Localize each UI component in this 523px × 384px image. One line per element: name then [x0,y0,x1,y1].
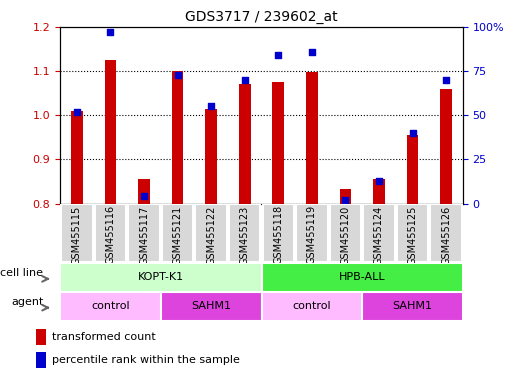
FancyBboxPatch shape [363,204,395,262]
Point [73,109,81,115]
Text: cell line: cell line [1,268,43,278]
Text: agent: agent [11,297,43,307]
Text: GSM455119: GSM455119 [307,205,317,265]
Point [408,130,417,136]
FancyBboxPatch shape [296,204,327,262]
Text: GSM455116: GSM455116 [106,205,116,265]
Text: GSM455121: GSM455121 [173,205,183,265]
Text: GSM455120: GSM455120 [340,205,350,265]
FancyBboxPatch shape [128,204,160,262]
Point [241,77,249,83]
Text: GSM455124: GSM455124 [374,205,384,265]
Bar [407,135,418,204]
Bar [239,84,251,204]
Text: percentile rank within the sample: percentile rank within the sample [52,356,240,366]
Text: GSM455123: GSM455123 [240,205,249,265]
Bar [373,179,385,204]
Bar [71,111,83,204]
Text: SAHM1: SAHM1 [191,301,231,311]
FancyBboxPatch shape [397,204,428,262]
Text: HPB-ALL: HPB-ALL [339,272,385,283]
Bar [36,329,46,345]
FancyBboxPatch shape [263,204,294,262]
Bar [138,179,150,204]
Bar [36,352,46,368]
Point [442,77,450,83]
Text: transformed count: transformed count [52,333,156,343]
Bar [339,189,351,204]
Point [207,103,215,109]
Point [106,29,115,35]
Bar [262,263,463,292]
FancyBboxPatch shape [162,204,194,262]
Bar [206,109,217,204]
Bar [60,263,262,292]
Text: GSM455115: GSM455115 [72,205,82,265]
Bar [440,89,452,204]
FancyBboxPatch shape [196,204,227,262]
Point [174,71,182,78]
FancyBboxPatch shape [430,204,462,262]
Bar [161,292,262,321]
FancyBboxPatch shape [329,204,361,262]
Point [341,197,349,203]
Bar [262,292,362,321]
Text: KOPT-K1: KOPT-K1 [138,272,184,283]
Text: SAHM1: SAHM1 [393,301,433,311]
Bar [172,71,184,204]
Bar [362,292,463,321]
Text: control: control [91,301,130,311]
Point [140,194,148,200]
Text: GSM455126: GSM455126 [441,205,451,265]
Text: control: control [292,301,331,311]
Bar [60,292,161,321]
Text: GSM455125: GSM455125 [407,205,417,265]
FancyBboxPatch shape [95,204,126,262]
Title: GDS3717 / 239602_at: GDS3717 / 239602_at [185,10,338,25]
Text: GSM455117: GSM455117 [139,205,149,265]
Point [308,48,316,55]
Bar [306,72,317,204]
Text: GSM455118: GSM455118 [274,205,283,265]
Bar [272,82,284,204]
Text: GSM455122: GSM455122 [206,205,216,265]
FancyBboxPatch shape [229,204,260,262]
Point [274,52,282,58]
Bar [105,60,116,204]
Point [375,177,383,184]
FancyBboxPatch shape [61,204,93,262]
